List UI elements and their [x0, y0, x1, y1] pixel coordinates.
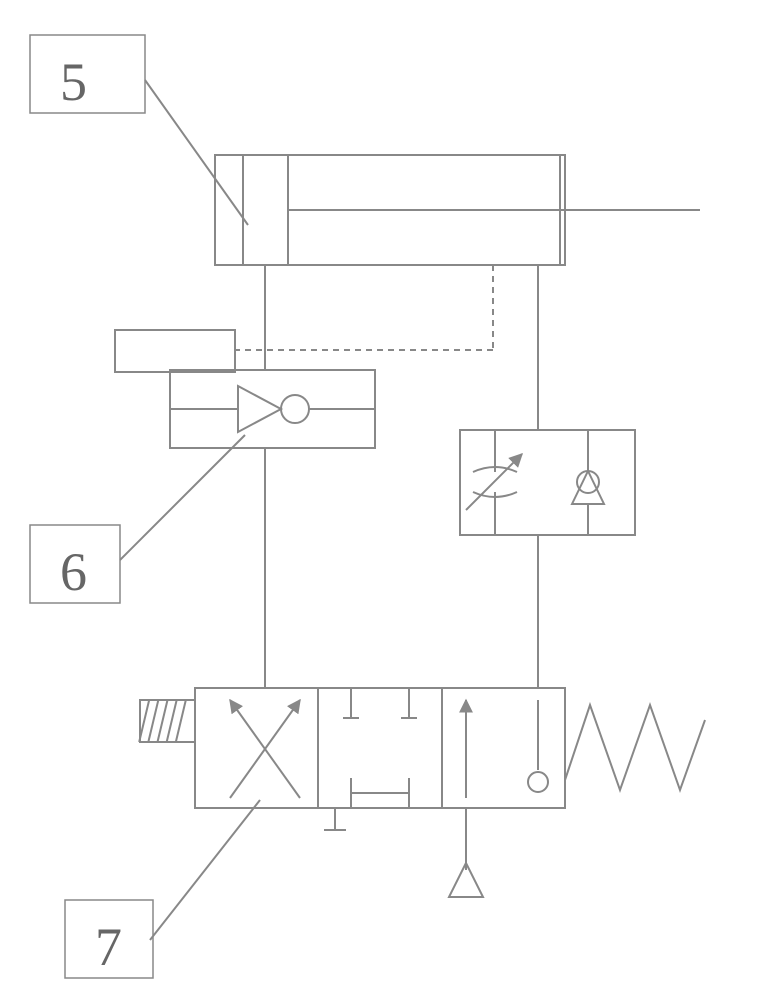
leader-line-3 — [150, 800, 260, 940]
label-6: 6 — [60, 542, 87, 602]
leader-line-2 — [120, 435, 245, 560]
label-box-5 — [30, 35, 145, 113]
label-7: 7 — [95, 917, 122, 977]
flow-control-valve — [460, 430, 635, 535]
return-spring-icon — [565, 705, 705, 790]
leader-line-1 — [145, 80, 248, 225]
hydraulic-schematic: 5 6 7 — [0, 0, 757, 1000]
directional-valve — [195, 688, 565, 808]
label-5: 5 — [60, 52, 87, 112]
